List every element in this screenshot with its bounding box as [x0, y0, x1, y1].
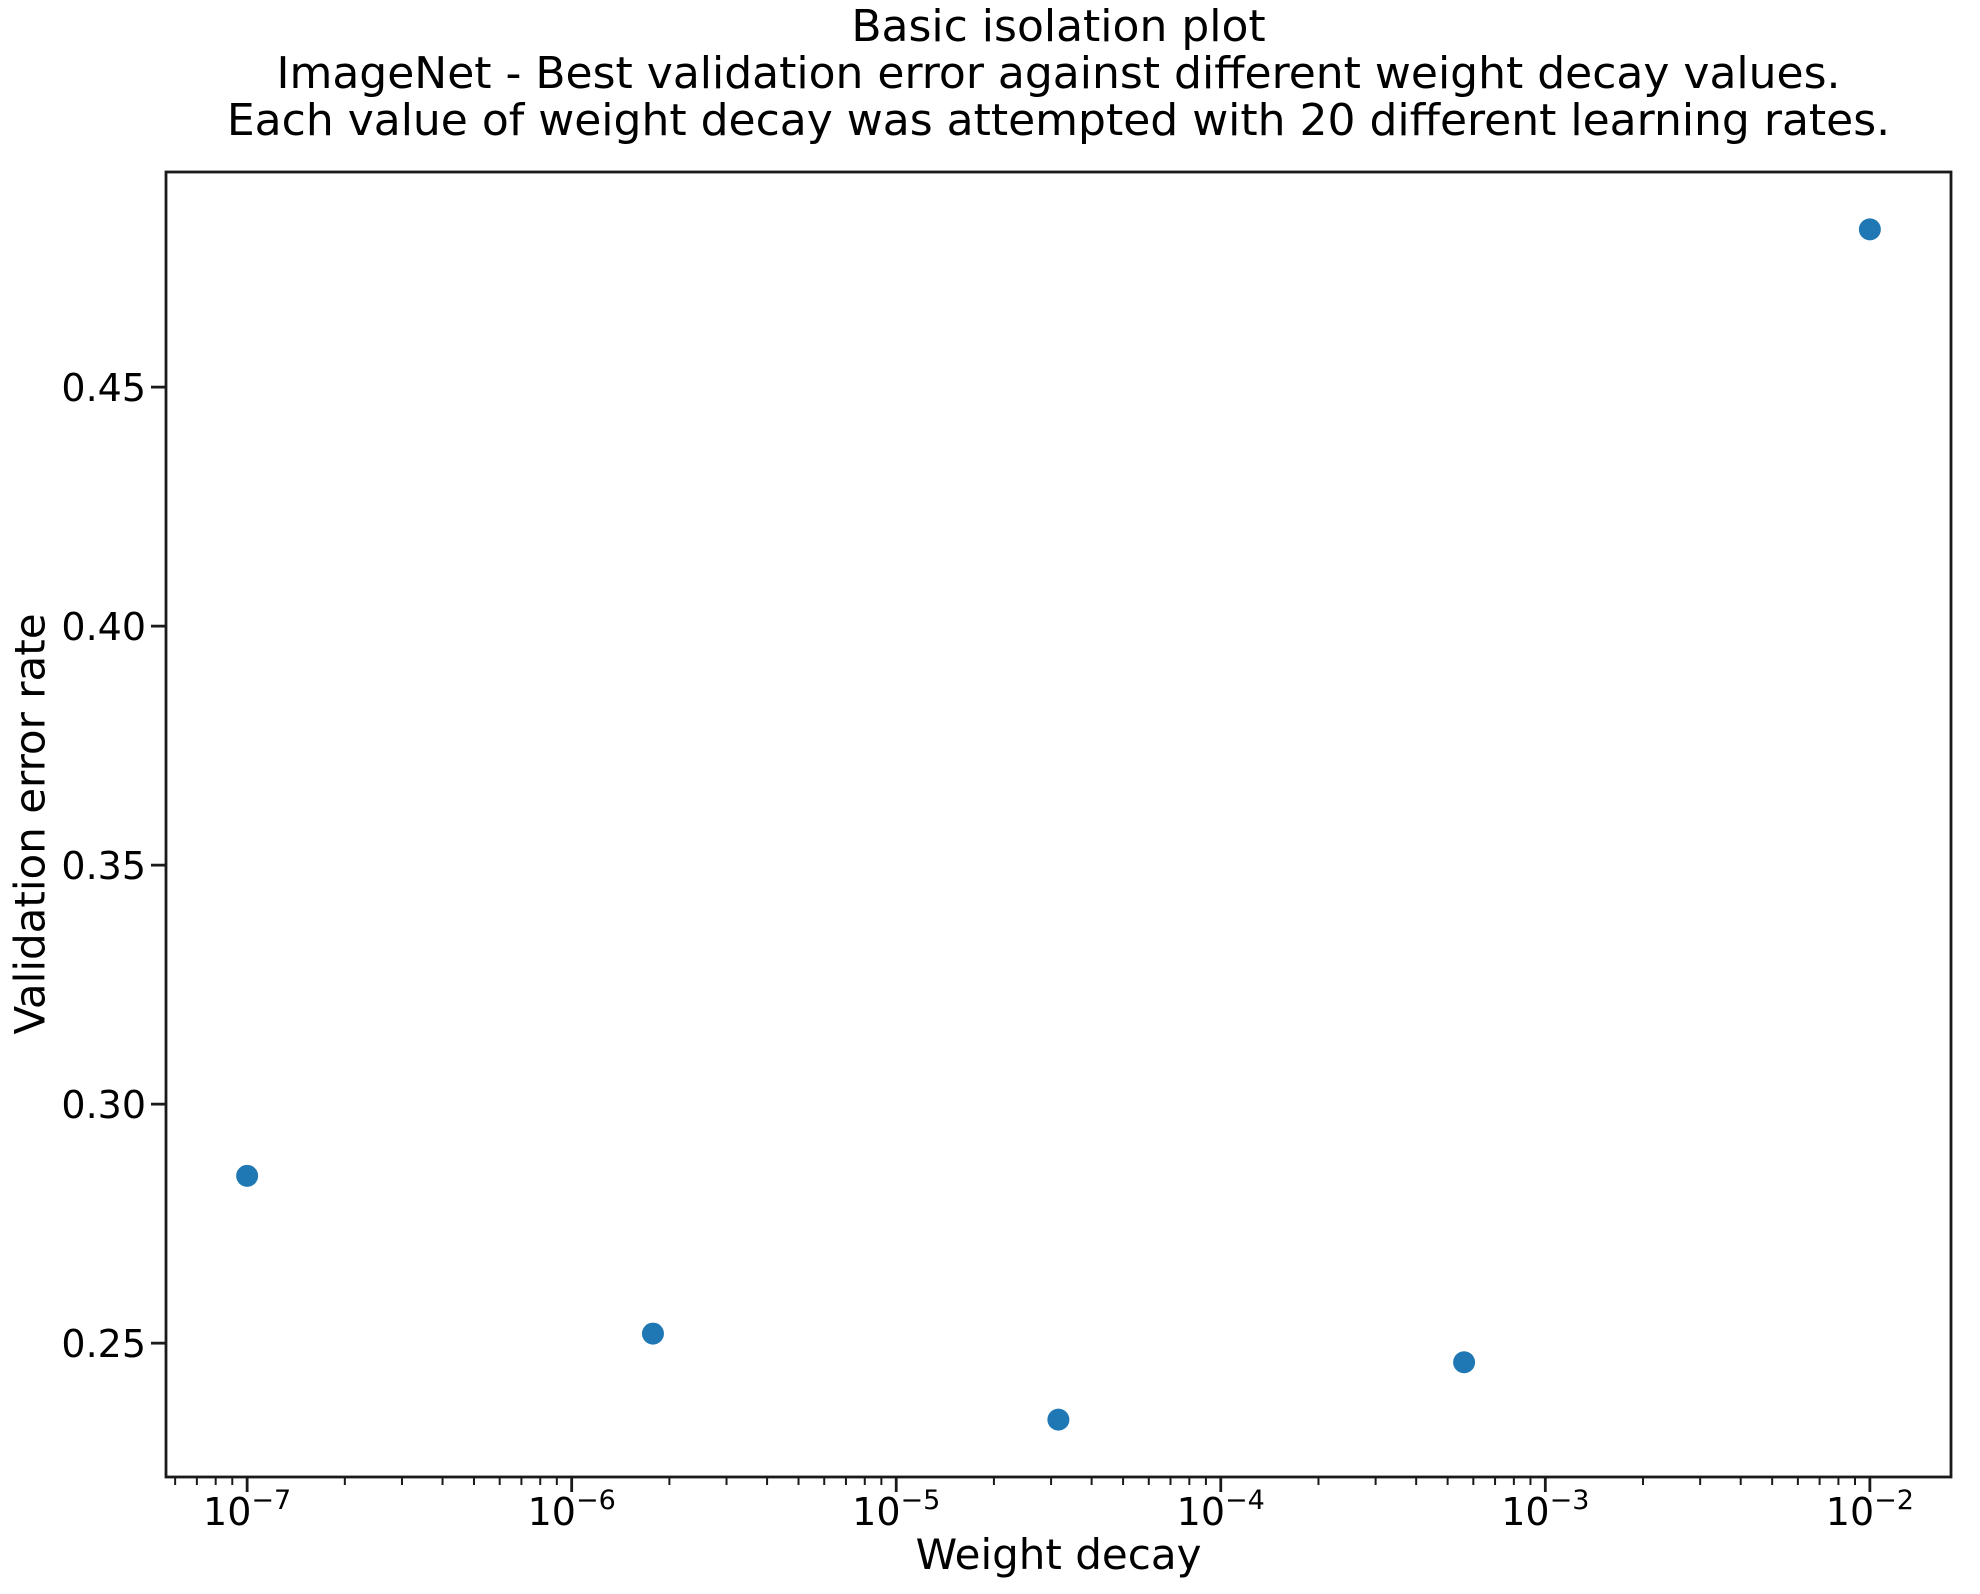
- y-axis-label: Validation error rate: [5, 613, 55, 1035]
- y-tick-label: 0.40: [61, 605, 146, 649]
- x-axis-label: Weight decay: [915, 1530, 1202, 1579]
- x-tick-label: 10−3: [1501, 1485, 1589, 1534]
- x-tick-label: 10−7: [203, 1485, 291, 1534]
- y-tick-label: 0.45: [61, 366, 146, 410]
- data-point: [641, 1322, 664, 1345]
- y-tick-label: 0.35: [61, 844, 146, 888]
- data-point: [1453, 1351, 1476, 1374]
- x-tick-label: 10−2: [1826, 1485, 1914, 1534]
- x-tick-label: 10−5: [852, 1485, 940, 1534]
- data-point: [236, 1164, 259, 1187]
- title-block: Basic isolation plot ImageNet - Best val…: [166, 3, 1951, 144]
- x-tick-label: 10−6: [528, 1485, 616, 1534]
- data-point: [1047, 1408, 1070, 1431]
- x-tick-label: 10−4: [1177, 1485, 1265, 1534]
- plot-spines: [164, 170, 1953, 1479]
- chart-subtitle-line2: Each value of weight decay was attempted…: [226, 95, 1891, 146]
- data-point: [1858, 218, 1881, 241]
- chart-title: Basic isolation plot: [851, 1, 1266, 52]
- y-tick-label: 0.25: [61, 1322, 146, 1366]
- chart-subtitle-line1: ImageNet - Best validation error against…: [276, 48, 1841, 99]
- y-tick-label: 0.30: [61, 1083, 146, 1127]
